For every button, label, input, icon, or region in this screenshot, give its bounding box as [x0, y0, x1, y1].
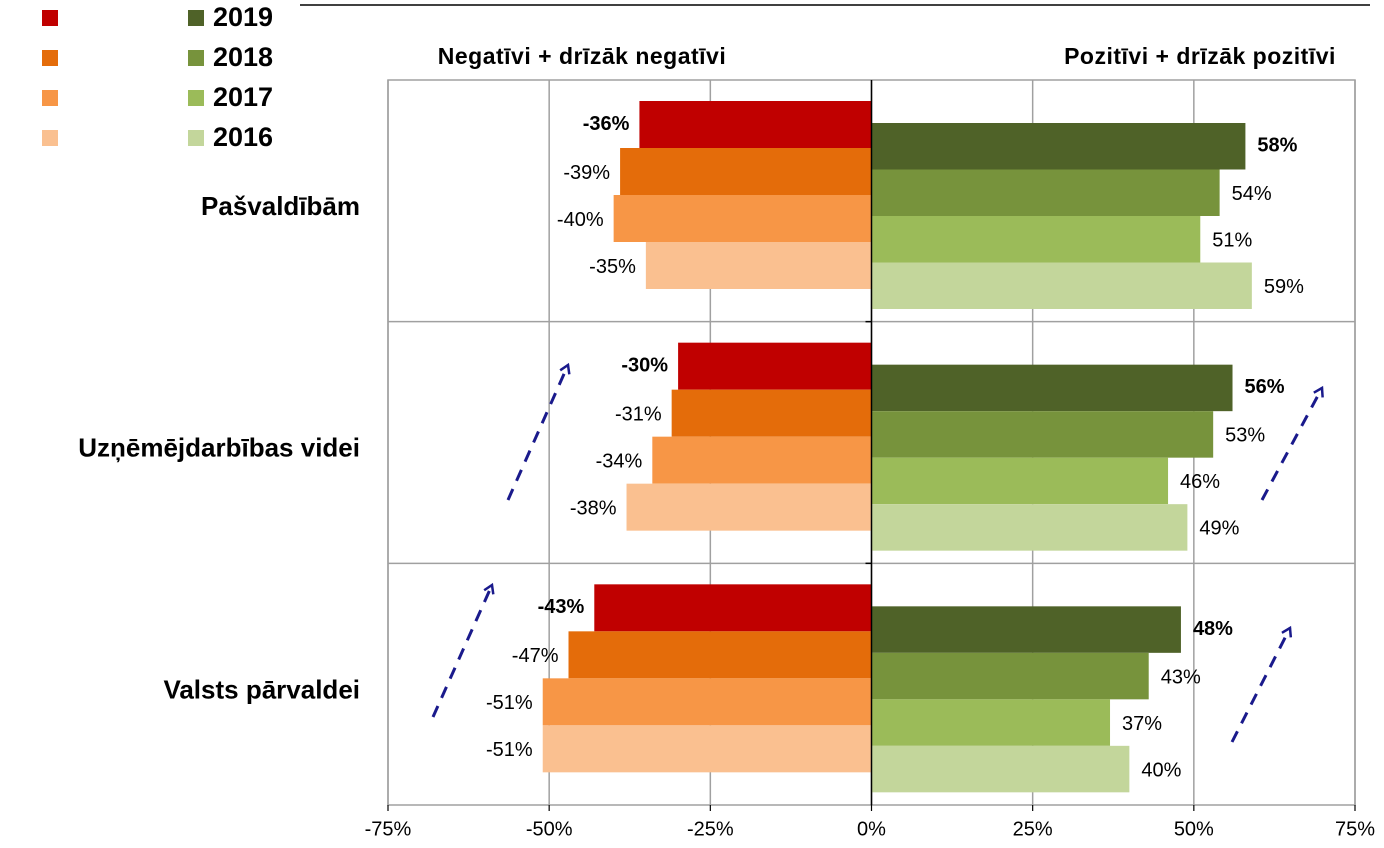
x-tick-label: 0%	[857, 818, 886, 840]
value-label: -51%	[486, 739, 533, 761]
value-label: -43%	[538, 596, 585, 618]
bar	[871, 169, 1220, 216]
legend-swatch	[188, 90, 204, 106]
value-label: 58%	[1257, 135, 1297, 157]
category-label: Uzņēmējdarbības videi	[78, 433, 360, 463]
bar	[620, 148, 872, 195]
trend-arrow	[506, 365, 568, 501]
x-tick-label: 50%	[1174, 818, 1214, 840]
bar	[871, 699, 1111, 746]
bar	[542, 678, 872, 726]
legend-label: 2018	[213, 42, 273, 72]
value-label: 46%	[1180, 471, 1220, 493]
legend-label: 2017	[213, 82, 273, 112]
bar	[645, 242, 872, 289]
category-label: Pašvaldībām	[201, 191, 360, 221]
bar	[652, 436, 872, 484]
value-label: 48%	[1193, 618, 1233, 640]
legend-swatch	[42, 50, 58, 66]
value-label: 54%	[1232, 183, 1272, 205]
value-label: -30%	[621, 354, 668, 376]
value-label: -36%	[583, 113, 630, 135]
bar	[542, 725, 872, 773]
legend-label: 2019	[213, 2, 273, 32]
bar	[871, 262, 1252, 309]
bar	[568, 631, 872, 679]
bar	[671, 389, 872, 437]
value-label: -38%	[570, 497, 617, 519]
legend-swatch	[188, 50, 204, 66]
x-tick-label: -25%	[687, 818, 734, 840]
value-label: 59%	[1264, 276, 1304, 298]
value-label: -47%	[512, 645, 559, 667]
value-label: 56%	[1245, 376, 1285, 398]
legend-swatch	[42, 130, 58, 146]
bar	[871, 606, 1181, 653]
value-label: -34%	[596, 450, 643, 472]
bar	[639, 101, 872, 148]
bar	[613, 195, 872, 242]
bar	[871, 457, 1169, 505]
legend-swatch	[188, 10, 204, 26]
trend-arrows	[431, 365, 1322, 743]
value-label: -31%	[615, 403, 662, 425]
category-label: Valsts pārvaldei	[163, 674, 360, 704]
legend-swatch	[42, 10, 58, 26]
value-label: 37%	[1122, 713, 1162, 735]
bar	[594, 584, 872, 632]
bar	[871, 504, 1188, 551]
legend-label: 2016	[213, 122, 273, 152]
value-label: -39%	[563, 162, 610, 184]
value-label: 40%	[1141, 759, 1181, 781]
x-tick-label: 25%	[1013, 818, 1053, 840]
bar	[871, 216, 1201, 263]
bar	[678, 342, 872, 390]
bar	[871, 745, 1130, 793]
negative-header: Negatīvi + drīzāk negatīvi	[438, 43, 726, 69]
bar	[871, 364, 1233, 412]
value-label: 43%	[1161, 666, 1201, 688]
legend-swatch	[188, 130, 204, 146]
value-label: -35%	[589, 256, 636, 278]
trend-arrow	[1230, 628, 1290, 743]
value-label: -51%	[486, 692, 533, 714]
value-label: 53%	[1225, 425, 1265, 447]
value-label: -40%	[557, 209, 604, 231]
x-tick-label: -50%	[526, 818, 573, 840]
legend-swatch	[42, 90, 58, 106]
bar	[871, 411, 1214, 458]
positive-header: Pozitīvi + drīzāk pozitīvi	[1064, 43, 1336, 69]
trend-arrow	[431, 585, 492, 718]
value-label: 51%	[1212, 230, 1252, 252]
bar	[626, 483, 872, 531]
x-tick-label: -75%	[365, 818, 412, 840]
bar	[871, 652, 1149, 700]
value-label: 49%	[1199, 518, 1239, 540]
trend-arrow	[1260, 388, 1322, 501]
bar	[871, 123, 1246, 170]
x-tick-label: 75%	[1335, 818, 1375, 840]
